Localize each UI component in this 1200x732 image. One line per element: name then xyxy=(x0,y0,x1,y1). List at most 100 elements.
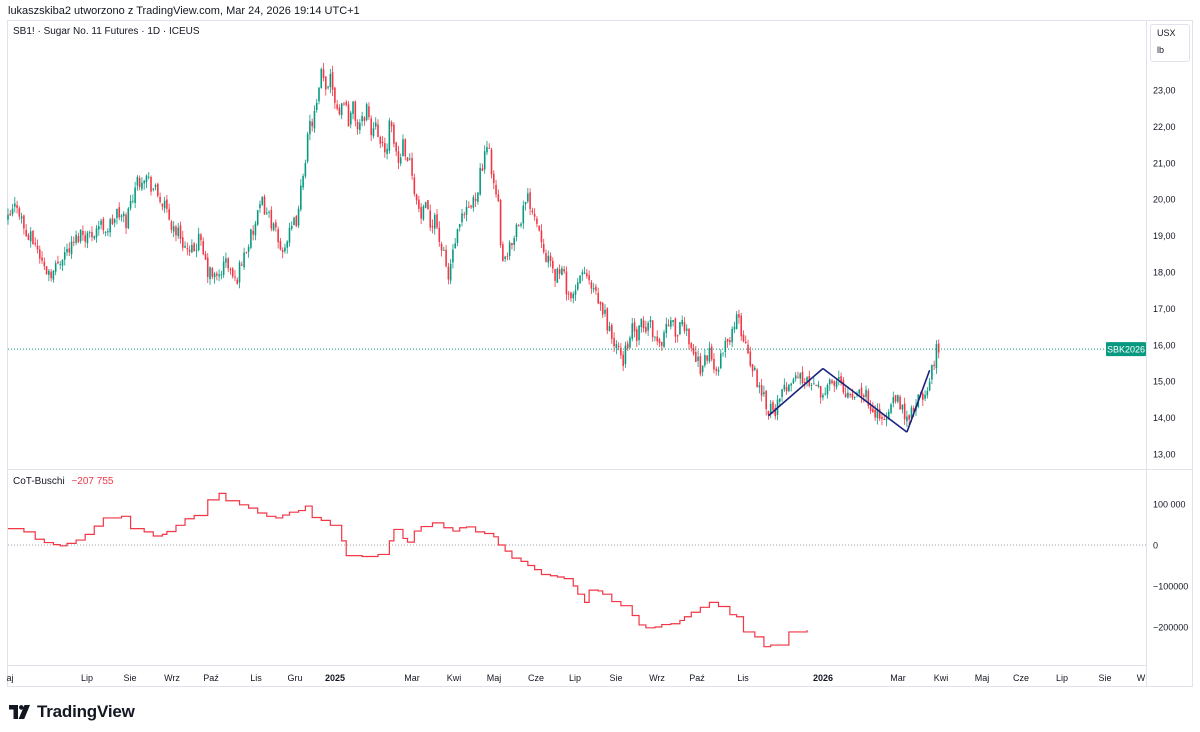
candle xyxy=(415,193,418,205)
candle xyxy=(565,266,568,301)
candle xyxy=(799,372,802,385)
candle-body xyxy=(545,252,547,262)
candle xyxy=(858,389,861,396)
candle-body xyxy=(663,332,665,347)
time-tick-label: aj xyxy=(6,673,13,683)
candle xyxy=(388,117,391,154)
candle-body xyxy=(536,218,538,224)
candle-body xyxy=(281,249,284,252)
candle-body xyxy=(876,408,879,419)
candle xyxy=(225,252,227,268)
candle-body xyxy=(452,249,454,263)
candle-body xyxy=(45,266,48,275)
candle xyxy=(66,243,68,256)
candle xyxy=(390,120,393,133)
candle-body xyxy=(567,293,570,295)
candle-body xyxy=(77,236,80,243)
candle xyxy=(231,267,234,279)
candle xyxy=(670,316,672,330)
candle xyxy=(50,269,52,282)
candle-body xyxy=(320,68,323,88)
candle xyxy=(361,111,363,127)
candle-body xyxy=(120,215,123,218)
candle xyxy=(440,241,443,257)
candle xyxy=(184,241,186,249)
candle xyxy=(295,214,298,228)
candle xyxy=(831,378,833,385)
candle-body xyxy=(213,273,216,278)
candle xyxy=(152,188,155,192)
candle xyxy=(259,200,261,213)
cot-line[interactable] xyxy=(8,492,808,648)
candle xyxy=(218,269,220,282)
candle xyxy=(36,239,39,254)
candle xyxy=(635,326,638,347)
candle xyxy=(395,141,397,157)
candle xyxy=(695,345,697,363)
candle xyxy=(726,338,729,348)
candle xyxy=(538,225,540,232)
candle xyxy=(206,253,209,284)
candle-body xyxy=(517,224,520,226)
candle-body xyxy=(134,187,136,203)
candle-body xyxy=(88,232,91,234)
candle xyxy=(429,204,432,232)
candle xyxy=(70,236,73,259)
candle-body xyxy=(129,200,132,209)
unit-selector[interactable]: USX lb xyxy=(1150,24,1190,62)
candle xyxy=(11,203,14,217)
candle xyxy=(599,301,602,311)
candle xyxy=(908,414,910,426)
tradingview-logo[interactable]: TradingView xyxy=(9,702,135,722)
candle xyxy=(57,255,59,264)
candle-body xyxy=(765,390,767,410)
pattern-line[interactable] xyxy=(822,367,908,433)
candle-body xyxy=(733,326,736,330)
candle-body xyxy=(222,261,225,275)
candle-body xyxy=(406,157,409,161)
candle xyxy=(34,237,37,247)
candle-body xyxy=(241,264,243,266)
candle xyxy=(649,316,652,329)
candle-body xyxy=(922,393,924,400)
candle xyxy=(363,116,366,126)
candle xyxy=(91,226,93,242)
candle xyxy=(592,283,595,293)
pane-separator[interactable] xyxy=(7,469,1193,470)
candle xyxy=(899,394,901,410)
candle xyxy=(209,266,211,285)
time-tick-label: Sie xyxy=(1098,673,1111,683)
candle-body xyxy=(479,168,481,195)
candle xyxy=(924,390,926,402)
candle xyxy=(454,238,456,249)
time-tick-label: Lis xyxy=(250,673,262,683)
candle-body xyxy=(263,196,266,215)
pattern-line[interactable] xyxy=(767,367,824,417)
candle-body xyxy=(57,261,59,264)
candle xyxy=(82,225,84,241)
candle-body xyxy=(903,403,906,420)
price-tick-label: 21,00 xyxy=(1153,158,1176,168)
candle xyxy=(145,174,148,189)
candle-body xyxy=(642,320,645,329)
candle-body xyxy=(683,322,686,331)
candle-body xyxy=(408,158,411,160)
pattern-line[interactable] xyxy=(906,370,931,433)
candle xyxy=(847,386,849,399)
candle xyxy=(411,152,413,180)
candle xyxy=(304,159,307,179)
candle xyxy=(794,372,797,382)
candle xyxy=(86,230,89,249)
candle-body xyxy=(672,320,674,323)
candle-body xyxy=(309,120,311,135)
symbol-legend[interactable]: SB1! · Sugar No. 11 Futures · 1D · ICEUS xyxy=(13,26,200,37)
indicator-legend[interactable]: CoT-Buschi −207 755 xyxy=(13,476,113,487)
candle xyxy=(683,317,686,334)
candle xyxy=(731,326,733,348)
candle xyxy=(211,266,214,280)
candle-body xyxy=(70,241,73,255)
last-price-label[interactable]: SBK2026 xyxy=(1107,345,1145,355)
pattern-drawing xyxy=(767,367,931,433)
candle-body xyxy=(586,273,588,277)
